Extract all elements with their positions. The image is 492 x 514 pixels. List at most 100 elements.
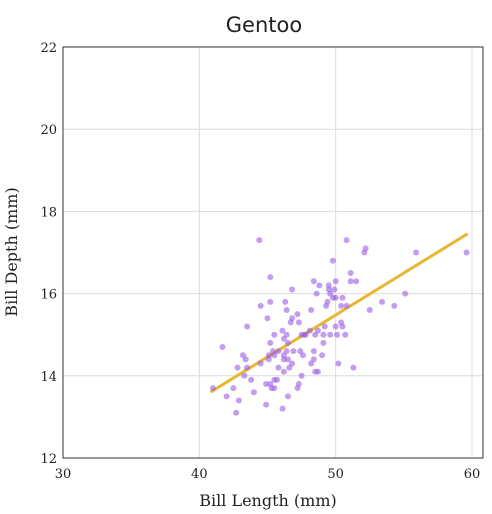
data-point <box>235 397 242 404</box>
data-point <box>289 360 296 367</box>
data-point <box>295 319 302 326</box>
y-tick-label: 22 <box>40 41 57 56</box>
chart-title: Gentoo <box>226 13 302 37</box>
regression-line-layer <box>210 232 469 393</box>
data-point <box>275 364 282 371</box>
data-point <box>314 327 321 334</box>
y-axis-label: Bill Depth (mm) <box>2 187 21 316</box>
data-point <box>242 356 249 363</box>
data-point <box>283 348 290 355</box>
data-point <box>342 331 349 338</box>
data-point <box>362 245 369 252</box>
data-point <box>284 339 291 346</box>
data-point <box>244 364 251 371</box>
data-point <box>413 249 420 256</box>
tick-labels: 30 40 50 60 12 14 16 18 20 22 <box>40 41 480 482</box>
data-point <box>335 360 342 367</box>
grid <box>63 47 483 458</box>
x-tick-label: 60 <box>464 467 481 482</box>
data-point <box>299 352 306 359</box>
data-point <box>223 393 230 400</box>
plot-frame <box>62 46 484 459</box>
data-point <box>310 278 317 285</box>
data-point <box>391 302 398 309</box>
data-point <box>284 393 291 400</box>
data-point <box>289 286 296 293</box>
data-point <box>264 315 271 322</box>
data-point <box>298 372 305 379</box>
data-point <box>257 360 264 367</box>
data-point <box>274 376 281 383</box>
data-point <box>230 385 237 392</box>
data-point <box>353 278 360 285</box>
data-point <box>257 302 264 309</box>
data-point <box>248 376 255 383</box>
data-point <box>290 348 297 355</box>
y-tick-label: 18 <box>40 205 57 220</box>
data-point <box>280 368 287 375</box>
x-axis-label: Bill Length (mm) <box>199 491 336 510</box>
data-point <box>256 237 263 244</box>
data-point <box>279 405 286 412</box>
data-point <box>339 323 346 330</box>
data-point <box>295 381 302 388</box>
data-point <box>267 339 274 346</box>
data-point <box>267 274 274 281</box>
data-point <box>241 372 248 379</box>
data-point <box>279 327 286 334</box>
data-point <box>233 409 240 416</box>
data-point <box>350 364 357 371</box>
data-point <box>271 331 278 338</box>
data-point <box>244 323 251 330</box>
data-point <box>402 290 409 297</box>
data-point <box>343 237 350 244</box>
data-point <box>250 389 257 396</box>
data-point <box>347 278 354 285</box>
data-point <box>310 356 317 363</box>
data-point <box>314 368 321 375</box>
data-point <box>294 311 301 318</box>
data-point <box>271 352 278 359</box>
data-point <box>366 307 373 314</box>
data-point <box>316 282 323 289</box>
data-point <box>271 385 278 392</box>
data-point <box>332 323 339 330</box>
data-point <box>219 344 226 351</box>
data-point <box>463 249 470 256</box>
data-point <box>306 327 313 334</box>
data-point <box>321 323 328 330</box>
data-point <box>347 270 354 277</box>
data-point <box>334 331 341 338</box>
data-point <box>308 307 315 314</box>
data-point <box>265 352 272 359</box>
data-point <box>284 356 291 363</box>
x-tick-label: 40 <box>191 467 208 482</box>
x-tick-label: 50 <box>327 467 344 482</box>
data-point <box>310 348 317 355</box>
data-points <box>209 237 470 416</box>
data-point <box>265 356 272 363</box>
data-point <box>325 282 332 289</box>
y-tick-label: 20 <box>40 123 57 138</box>
data-point <box>319 352 326 359</box>
data-point <box>343 302 350 309</box>
y-tick-label: 16 <box>40 288 57 303</box>
y-tick-label: 12 <box>40 452 57 467</box>
data-point <box>320 331 327 338</box>
data-point <box>234 364 241 371</box>
data-point <box>329 257 336 264</box>
data-point <box>332 278 339 285</box>
data-point <box>302 331 309 338</box>
data-point <box>209 385 216 392</box>
data-point <box>282 298 289 305</box>
data-point <box>289 315 296 322</box>
data-point <box>263 401 270 408</box>
data-point <box>267 298 274 305</box>
data-point <box>338 302 345 309</box>
data-point <box>283 331 290 338</box>
data-point <box>313 290 320 297</box>
data-point <box>275 348 282 355</box>
data-point <box>331 286 338 293</box>
data-point <box>339 294 346 301</box>
